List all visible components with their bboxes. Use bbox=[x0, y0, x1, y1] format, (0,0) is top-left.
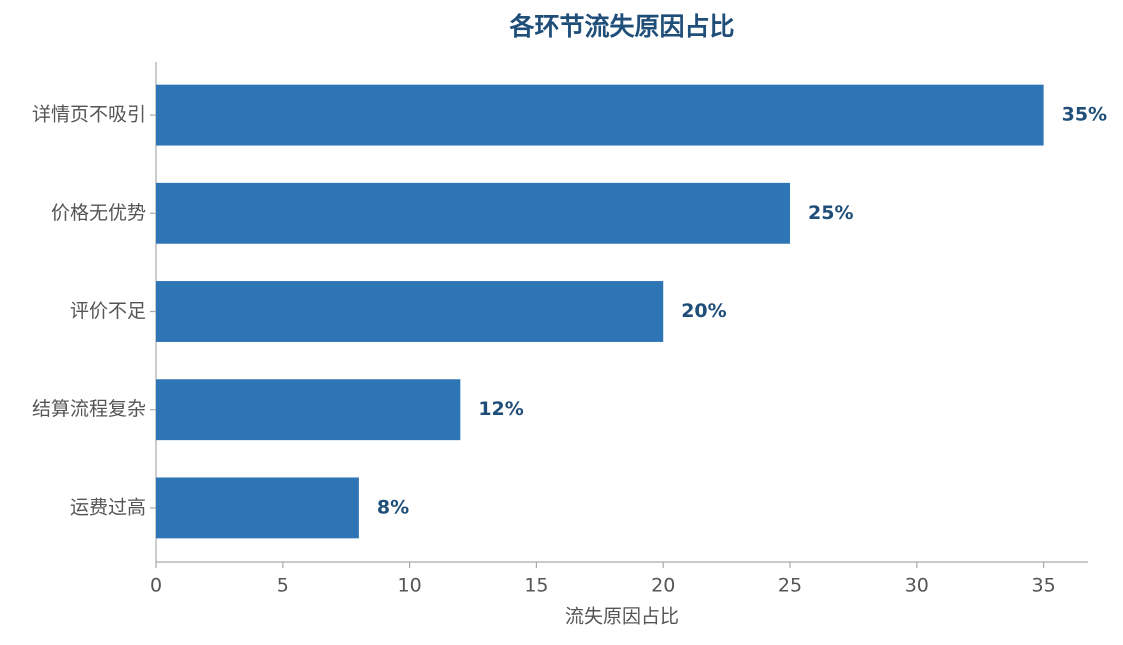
x-axis-label: 流失原因占比 bbox=[565, 606, 679, 628]
y-tick-label: 运费过高 bbox=[70, 496, 146, 518]
y-tick-label: 评价不足 bbox=[70, 300, 146, 322]
bar bbox=[156, 84, 1044, 146]
bar bbox=[156, 281, 664, 342]
x-tick-label: 25 bbox=[778, 575, 802, 597]
value-label: 8% bbox=[377, 496, 409, 518]
y-tick-label: 结算流程复杂 bbox=[32, 398, 146, 420]
x-tick-label: 0 bbox=[150, 575, 162, 597]
value-label: 20% bbox=[681, 300, 726, 322]
x-tick-label: 20 bbox=[651, 575, 675, 597]
x-tick-label: 5 bbox=[277, 575, 289, 597]
x-tick-label: 10 bbox=[398, 575, 422, 597]
x-tick-label: 30 bbox=[905, 575, 929, 597]
y-tick-label: 价格无优势 bbox=[51, 202, 146, 224]
chart-title: 各环节流失原因占比 bbox=[508, 12, 734, 41]
bar bbox=[156, 182, 791, 244]
value-label: 25% bbox=[808, 202, 853, 224]
x-tick-label: 15 bbox=[524, 575, 548, 597]
value-label: 12% bbox=[478, 398, 523, 420]
y-tick-label: 详情页不吸引 bbox=[32, 104, 146, 126]
bar bbox=[156, 477, 359, 539]
value-label: 35% bbox=[1062, 104, 1107, 126]
x-tick-label: 35 bbox=[1032, 575, 1056, 597]
bar bbox=[156, 379, 461, 441]
